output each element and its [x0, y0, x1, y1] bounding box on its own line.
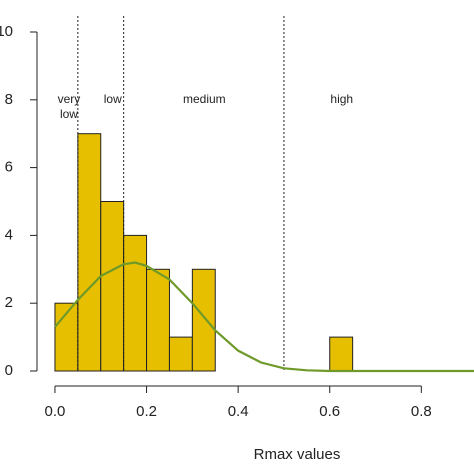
region-label: low — [104, 92, 122, 106]
region-label: very — [58, 92, 81, 106]
bar — [191, 268, 216, 372]
bar — [123, 234, 148, 372]
y-tick-label: 4 — [5, 226, 13, 243]
y-tick-label: 6 — [5, 159, 13, 176]
x-tick-label: 0.0 — [45, 403, 66, 420]
y-tick-label: 8 — [5, 91, 13, 108]
bar — [77, 133, 102, 372]
bar — [100, 201, 125, 372]
region-label: high — [330, 92, 353, 106]
y-tick-label: 10 — [0, 23, 13, 40]
bar — [146, 268, 170, 372]
density-line — [54, 261, 474, 373]
x-tick-label: 0.8 — [411, 403, 432, 420]
x-tick-label: 0.4 — [228, 403, 249, 420]
y-tick-label: 0 — [5, 362, 13, 379]
region-label: low — [60, 107, 78, 121]
x-tick-label: 0.2 — [136, 403, 157, 420]
x-tick-label: 0.6 — [319, 403, 340, 420]
y-tick-label: 2 — [5, 294, 13, 311]
bar — [168, 336, 193, 372]
x-axis-label: Rmax values — [254, 446, 341, 463]
bar — [329, 336, 354, 372]
region-label: medium — [183, 92, 226, 106]
